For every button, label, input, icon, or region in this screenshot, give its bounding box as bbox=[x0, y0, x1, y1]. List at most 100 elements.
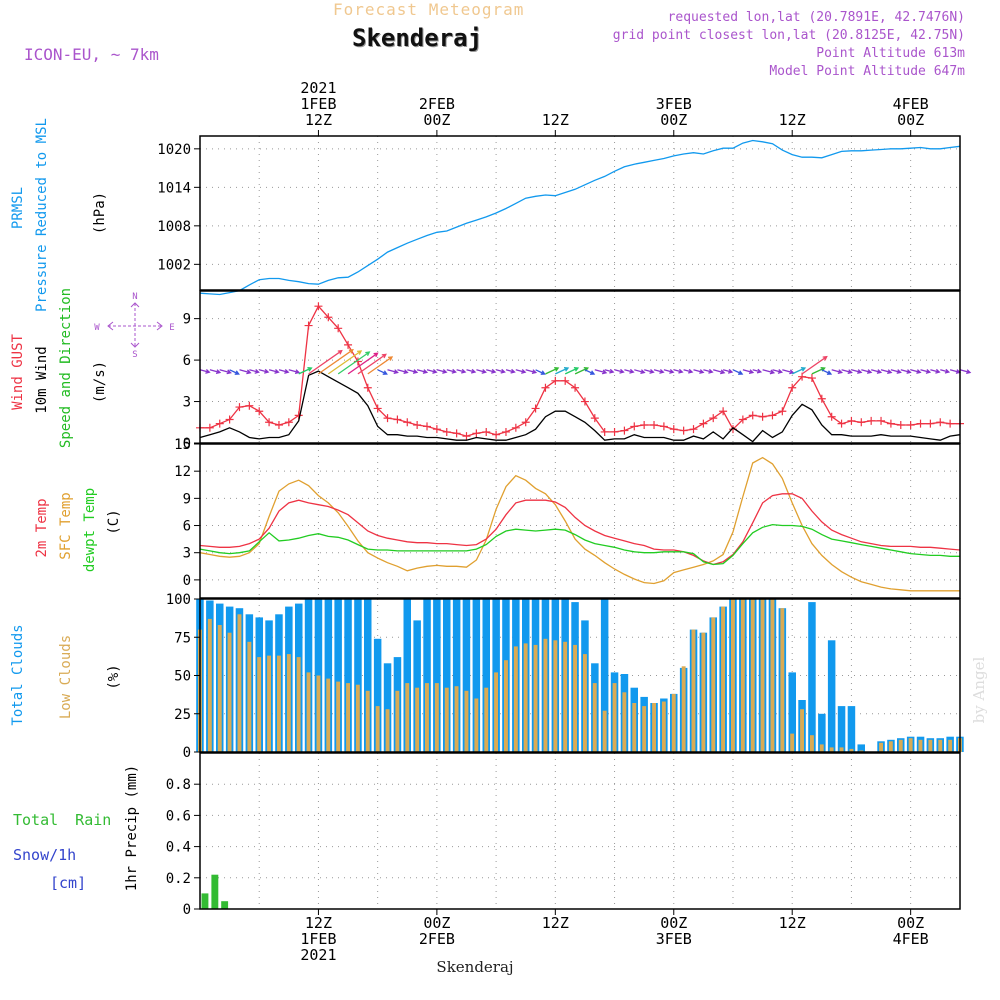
low-cloud-bar bbox=[810, 735, 814, 752]
x-tick-label-bottom: 00Z bbox=[897, 914, 924, 932]
gust-point bbox=[561, 376, 570, 385]
y-tick-label-precip: 0.6 bbox=[166, 808, 191, 824]
total-cloud-bar bbox=[373, 638, 382, 752]
low-cloud-bar bbox=[760, 599, 765, 752]
frame-layer bbox=[194, 130, 961, 915]
wind-direction-arrow bbox=[288, 369, 301, 375]
y-tick-label-precip: 0.2 bbox=[166, 871, 191, 887]
panel-frame-temp bbox=[199, 443, 961, 599]
compass-w: W bbox=[94, 323, 100, 333]
header-title-top: Forecast Meteogram bbox=[333, 0, 525, 19]
x-tick-label-bottom: 1FEB bbox=[300, 930, 336, 948]
low-cloud-bar bbox=[721, 606, 725, 752]
panel-frame-clouds bbox=[199, 598, 961, 753]
low-cloud-bar bbox=[592, 683, 597, 752]
low-cloud-bar bbox=[829, 747, 834, 752]
wind-direction-arrow bbox=[940, 368, 951, 374]
header-location: Skenderaj bbox=[352, 24, 483, 52]
wind-direction-arrow bbox=[397, 369, 409, 375]
low-cloud-bar bbox=[948, 739, 953, 752]
compass-n: N bbox=[132, 292, 137, 302]
low-cloud-bar bbox=[444, 687, 449, 752]
low-cloud-bar bbox=[306, 672, 311, 752]
low-cloud-bar bbox=[622, 692, 627, 752]
precip-unit: 1hr Precip (mm) bbox=[124, 765, 140, 891]
low-cloud-bar bbox=[770, 599, 775, 752]
x-tick-label-top: 1FEB bbox=[300, 95, 336, 113]
wind-direction-arrow bbox=[327, 350, 363, 375]
y-tick-label-pressure: 1002 bbox=[157, 257, 191, 273]
y-tick-label-clouds: 75 bbox=[174, 630, 191, 646]
compass-e: E bbox=[169, 323, 174, 333]
low-cloud-bar bbox=[395, 690, 400, 752]
wind-direction-arrow bbox=[555, 367, 570, 375]
gust-point bbox=[284, 418, 293, 427]
gust-point bbox=[650, 421, 659, 430]
grid-layer bbox=[200, 136, 960, 909]
wind-direction-arrow bbox=[318, 349, 354, 375]
low-cloud-bar bbox=[375, 706, 380, 752]
wind-direction-arrow bbox=[801, 355, 828, 375]
wind-direction-arrow bbox=[259, 368, 270, 374]
y-tick-label-temp: 15 bbox=[174, 437, 191, 453]
pressure-label-prmsl: PRMSL bbox=[10, 187, 26, 229]
gust-point bbox=[867, 416, 876, 425]
low-cloud-bar bbox=[681, 666, 686, 752]
gust-point bbox=[936, 418, 945, 427]
total-cloud-bar bbox=[334, 599, 342, 752]
wind-direction-arrow bbox=[871, 369, 883, 374]
low-cloud-bar bbox=[849, 748, 854, 752]
wind-direction-arrow bbox=[930, 368, 941, 374]
compass-icon bbox=[107, 302, 163, 348]
wind-direction-arrow bbox=[594, 369, 608, 375]
y-tick-label-precip: 0.8 bbox=[166, 777, 191, 793]
x-tick-label-bottom: 00Z bbox=[660, 914, 687, 932]
low-cloud-bar bbox=[296, 657, 301, 752]
gust-point bbox=[857, 418, 866, 427]
wind-direction-arrow bbox=[436, 369, 448, 374]
wind-direction-arrow bbox=[693, 369, 705, 374]
total-cloud-bar bbox=[423, 599, 431, 752]
wind-direction-arrow bbox=[742, 369, 755, 375]
gust-point bbox=[817, 394, 826, 403]
low-cloud-bar bbox=[217, 625, 222, 752]
low-cloud-bar bbox=[642, 706, 647, 752]
low-cloud-bar bbox=[346, 683, 350, 752]
gust-point bbox=[472, 429, 481, 438]
gust-point bbox=[324, 313, 333, 322]
gust-point bbox=[679, 426, 688, 435]
dewpt-line bbox=[199, 523, 960, 566]
wind-direction-arrow bbox=[959, 369, 972, 375]
y-tick-label-pressure: 1008 bbox=[157, 219, 191, 235]
wind-direction-arrow bbox=[268, 369, 280, 374]
gust-point bbox=[719, 407, 728, 416]
y-tick-label-pressure: 1020 bbox=[157, 142, 191, 158]
wind-direction-arrow bbox=[416, 369, 429, 374]
low-cloud-bar bbox=[415, 687, 420, 752]
y-tick-label-wind: 0 bbox=[183, 436, 191, 452]
low-cloud-bar bbox=[553, 640, 558, 752]
x-tick-label-top: 00Z bbox=[897, 111, 924, 129]
total-cloud-bar bbox=[818, 713, 826, 753]
gust-point bbox=[600, 427, 609, 436]
gust-point bbox=[778, 407, 787, 416]
wind-unit: (m/s) bbox=[92, 361, 108, 403]
wind-direction-arrow bbox=[298, 367, 313, 375]
low-cloud-bar bbox=[908, 738, 913, 752]
total-cloud-bar bbox=[827, 640, 836, 752]
temp-label-dewpt: dewpt Temp bbox=[82, 488, 98, 572]
gust-point bbox=[886, 419, 895, 428]
wind-direction-arrow bbox=[486, 368, 497, 374]
sfc-temp-line bbox=[199, 456, 960, 592]
wind-direction-arrow bbox=[308, 349, 343, 375]
low-cloud-bar bbox=[740, 599, 745, 752]
gust-point bbox=[413, 421, 422, 430]
low-cloud-bar bbox=[513, 646, 518, 752]
gust-point bbox=[521, 418, 530, 427]
gust-point bbox=[482, 427, 491, 436]
gust-point bbox=[580, 397, 589, 406]
total-cloud-bar bbox=[452, 599, 461, 752]
gust-point bbox=[373, 404, 382, 413]
